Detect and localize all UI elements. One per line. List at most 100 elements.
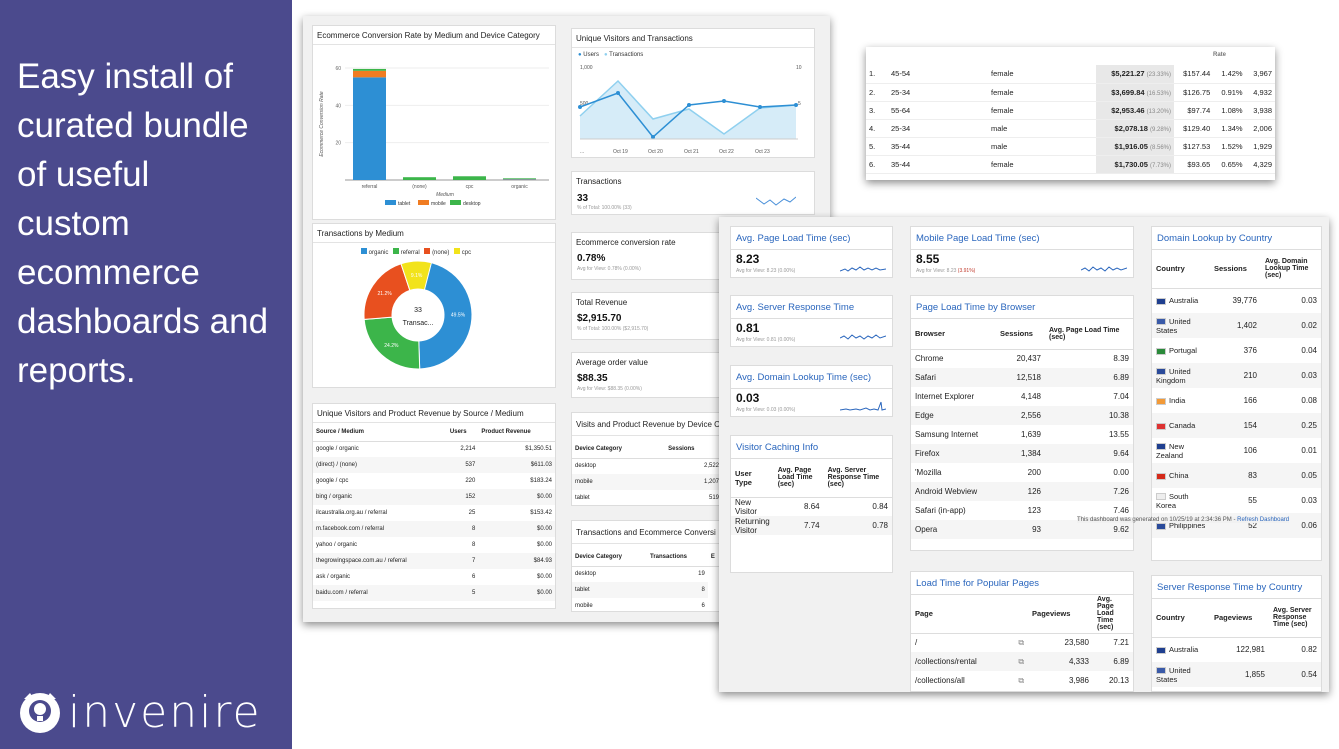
column-header[interactable]: Device Category [572, 440, 666, 459]
table-row[interactable]: United States 1,855 0.54 [1152, 662, 1321, 687]
column-header[interactable]: Source / Medium [313, 423, 447, 442]
column-header[interactable]: Pageviews [1028, 595, 1093, 634]
table-row[interactable]: ilcaustralia.org.au / referral 25 $153.42 [313, 505, 555, 521]
row-label: tablet [575, 495, 590, 501]
column-header[interactable]: Avg. Domain Lookup Time (sec) [1261, 250, 1321, 289]
table-row[interactable]: bing / organic 152 $0.00 [313, 489, 555, 505]
owl-icon [20, 693, 60, 733]
table-row[interactable]: thegrowingspace.com.au / referral 7 $84.93 [313, 553, 555, 569]
column-header[interactable]: Avg. Server Response Time (sec) [1269, 599, 1321, 638]
slice-label: 21.2% [378, 291, 393, 297]
kpi-subtext: Avg for View: 8.23 (0.00%) [736, 268, 796, 274]
open-page-icon[interactable]: ⧉ [1018, 675, 1025, 685]
table-row[interactable]: mobile 6 [572, 598, 722, 611]
column-header[interactable]: Sessions [996, 319, 1045, 350]
revenue-value: $2,953.46 [1111, 105, 1145, 115]
row-label: New Visitor [735, 497, 758, 516]
row-value: 9.62 [1045, 520, 1133, 539]
open-page-icon[interactable]: ⧉ [1008, 652, 1029, 671]
table-row[interactable]: tablet 8 [572, 582, 722, 598]
table-row[interactable]: Opera 93 9.62 [911, 520, 1133, 539]
table-row[interactable]: 3. 55-64 female $2,953.46 (13.20%) $97.74 1.0… [866, 101, 1275, 120]
flag-icon [1156, 443, 1166, 451]
column-header[interactable]: User Type [731, 459, 774, 498]
table-row[interactable]: United Kingdom 210 0.03 [1152, 363, 1321, 388]
table-row[interactable]: Safari (in-app) 123 7.46 [911, 501, 1133, 520]
table-row[interactable]: 5. 35-44 male $1,916.05 (8.56%) $127.53 1.52%… [866, 137, 1275, 156]
open-page-icon[interactable]: ⧉ [1018, 637, 1025, 647]
row-value: 519 [708, 495, 719, 501]
popular-pages-card: Load Time for Popular Pages Page Pagevie… [910, 571, 1134, 692]
column-header[interactable]: Sessions [1210, 250, 1261, 289]
table-row[interactable]: China 83 0.05 [1152, 463, 1321, 488]
table-row[interactable]: Safari 12,518 6.89 [911, 368, 1133, 387]
table-row[interactable]: Canada 154 0.25 [1152, 413, 1321, 438]
table-row[interactable]: 6. 35-44 female $1,730.05 (7.73%) $93.65 0.65… [866, 155, 1275, 174]
table-row[interactable]: desktop 2,522 [572, 458, 722, 474]
column-header[interactable]: Country [1152, 599, 1210, 638]
column-header[interactable]: Country [1152, 250, 1210, 289]
table-row[interactable]: South Korea 55 0.03 [1152, 488, 1321, 513]
x-tick-label: Oct 21 [684, 149, 699, 155]
column-header[interactable]: E [707, 548, 722, 567]
x-tick-label: ... [580, 149, 584, 155]
table-row[interactable]: (direct) / (none) 537 $611.03 [313, 457, 555, 473]
column-header[interactable]: Product Revenue [478, 423, 555, 442]
table-row[interactable]: m.facebook.com / referral 8 $0.00 [313, 521, 555, 537]
column-header[interactable]: Device Category [572, 548, 647, 567]
row-label: Firefox [911, 444, 997, 463]
generated-text: This dashboard was generated on 10/25/19… [1077, 517, 1238, 523]
table-row[interactable]: 'Mozilla 200 0.00 [911, 463, 1133, 482]
card-title: Unique Visitors and Product Revenue by S… [313, 404, 555, 423]
column-header[interactable]: Page [911, 595, 1009, 634]
table-row[interactable]: 4. 25-34 male $2,078.18 (9.28%) $129.40 1.34%… [866, 119, 1275, 138]
x-tick-label: (none) [412, 184, 427, 190]
table-row[interactable]: New Visitor 8.64 0.84 [731, 497, 892, 516]
table-row[interactable]: New Zealand 106 0.01 [1152, 438, 1321, 463]
table-row[interactable]: Android Webview 126 7.26 [911, 482, 1133, 501]
table-row[interactable]: ask / organic 6 $0.00 [313, 569, 555, 585]
column-header[interactable]: Avg. Page Load Time (sec) [1093, 595, 1133, 634]
table-row[interactable]: Australia 122,981 0.82 [1152, 637, 1321, 662]
table-row[interactable]: / ⧉ 23,580 7.21 [911, 633, 1133, 652]
table-row[interactable]: Returning Visitor 7.74 0.78 [731, 516, 892, 535]
column-header-fragment: Rate [1213, 52, 1227, 58]
table-row[interactable]: google / cpc 220 $183.24 [313, 473, 555, 489]
table-row[interactable]: India 166 0.08 [1152, 388, 1321, 413]
table-row[interactable]: google / organic 2,214 $1,350.51 [313, 441, 555, 457]
table-row[interactable]: Internet Explorer 4,148 7.04 [911, 387, 1133, 406]
column-header[interactable]: Browser [911, 319, 997, 350]
table-row[interactable]: Chrome 20,437 8.39 [911, 349, 1133, 368]
column-header[interactable]: Pageviews [1210, 599, 1269, 638]
revenue-cell: $2,953.46 (13.20%) [1096, 101, 1175, 120]
table-row[interactable]: Samsung Internet 1,639 13.55 [911, 425, 1133, 444]
column-header[interactable]: Users [446, 423, 479, 442]
table-row[interactable]: /collections/rental ⧉ 4,333 6.89 [911, 652, 1133, 671]
revenue-percent: (8.56%) [1150, 144, 1172, 151]
table-row[interactable]: 1. 45-54 female $5,221.27 (23.33%) $157.44 1.… [866, 65, 1275, 84]
column-header[interactable]: Avg. Page Load Time (sec) [773, 459, 824, 498]
table-row[interactable]: Australia 39,776 0.03 [1152, 288, 1321, 313]
table-row[interactable]: 2. 25-34 female $3,699.84 (16.53%) $126.75 0.… [866, 83, 1275, 102]
table-row[interactable]: tablet 519 [572, 490, 722, 505]
country-cell: United States [1152, 313, 1210, 338]
table-row[interactable]: United States 1,402 0.02 [1152, 313, 1321, 338]
table-row[interactable]: desktop 19 [572, 566, 722, 582]
column-header[interactable]: Avg. Page Load Time (sec) [1045, 319, 1133, 350]
refresh-dashboard-link[interactable]: Refresh Dashboard [1237, 517, 1290, 523]
kpi-subtext: Avg for View: 0.78% (0.00%) [577, 266, 641, 272]
column-header[interactable]: Sessions [665, 440, 722, 459]
table-row[interactable]: /collections/all ⧉ 3,986 20.13 [911, 671, 1133, 690]
sparkline-icon [1081, 266, 1127, 272]
row-label: Edge [911, 406, 997, 425]
age-cell: 25-34 [888, 119, 988, 138]
popular-pages-table: Page Pageviews Avg. Page Load Time (sec)… [911, 595, 1133, 690]
column-header[interactable]: Avg. Server Response Time (sec) [823, 459, 892, 498]
table-row[interactable]: Portugal 376 0.04 [1152, 338, 1321, 363]
column-header[interactable]: Transactions [647, 548, 708, 567]
table-row[interactable]: mobile 1,207 [572, 474, 722, 490]
table-row[interactable]: yahoo / organic 8 $0.00 [313, 537, 555, 553]
table-row[interactable]: Firefox 1,384 9.64 [911, 444, 1133, 463]
table-row[interactable]: baidu.com / referral 5 $0.00 [313, 585, 555, 601]
table-row[interactable]: Edge 2,556 10.38 [911, 406, 1133, 425]
